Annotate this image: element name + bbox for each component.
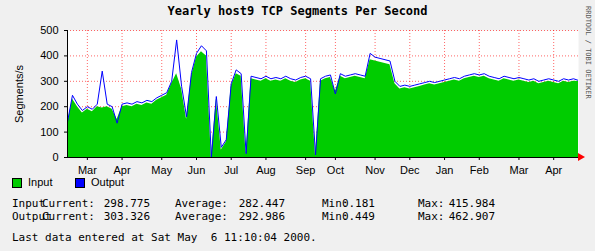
html-text:Max: 462.907: Max: 462.907 — [418, 210, 495, 223]
svg-text:Apr: Apr — [114, 164, 131, 176]
html-text:0.181: 0.181 — [341, 197, 375, 210]
html-text:Output: Output — [91, 176, 124, 188]
html-text:Current:: Current: — [42, 197, 95, 210]
html-text:Input: Input — [28, 176, 53, 188]
svg-text:Jun: Jun — [188, 164, 206, 176]
html-text:Yearly host9 TCP Segments Per: Yearly host9 TCP Segments Per Second — [167, 4, 428, 18]
html-text:Max: 415.984: Max: 415.984 — [418, 197, 495, 210]
svg-text:500: 500 — [40, 24, 58, 36]
html-text:292.986: 292.986 — [238, 210, 285, 223]
svg-text:200: 200 — [40, 100, 58, 112]
svg-text:Oct: Oct — [327, 164, 344, 176]
html-text:Average:: Average: — [175, 197, 228, 210]
html-text:0.449: 0.449 — [341, 210, 375, 223]
svg-text:Mar: Mar — [78, 164, 97, 176]
html-text:Last data entered at Sat May 6: Last data entered at Sat May 6 11:10:04 … — [12, 231, 317, 244]
svg-text:Nov: Nov — [365, 164, 385, 176]
svg-text:Jan: Jan — [436, 164, 454, 176]
svg-text:Feb: Feb — [470, 164, 489, 176]
svg-text:May: May — [151, 164, 172, 176]
svg-text:Segments/s: Segments/s — [13, 64, 25, 123]
svg-text:Apr: Apr — [545, 164, 562, 176]
svg-text:Sep: Sep — [296, 164, 316, 176]
html-text:Input: Input — [12, 197, 46, 210]
svg-text:100: 100 — [40, 126, 58, 138]
svg-text:Jul: Jul — [224, 164, 238, 176]
svg-text:300: 300 — [40, 75, 58, 87]
html-text:Min:: Min: — [322, 197, 349, 210]
svg-text:Mar: Mar — [509, 164, 528, 176]
html-text:303.326: 303.326 — [103, 210, 150, 223]
svg-text:Aug: Aug — [256, 164, 276, 176]
html-text:298.775: 298.775 — [103, 197, 150, 210]
svg-text:400: 400 — [40, 49, 58, 61]
svg-text:Dec: Dec — [400, 164, 420, 176]
html-text:Current:: Current: — [42, 210, 95, 223]
html-text:Average:: Average: — [175, 210, 228, 223]
svg-text:0: 0 — [52, 151, 58, 163]
html-text:Output: Output — [12, 210, 52, 223]
html-text:RRDTOOL / TOBI OETIKER: RRDTOOL / TOBI OETIKER — [584, 6, 592, 99]
html-text:Min:: Min: — [322, 210, 349, 223]
html-text:282.447: 282.447 — [238, 197, 285, 210]
